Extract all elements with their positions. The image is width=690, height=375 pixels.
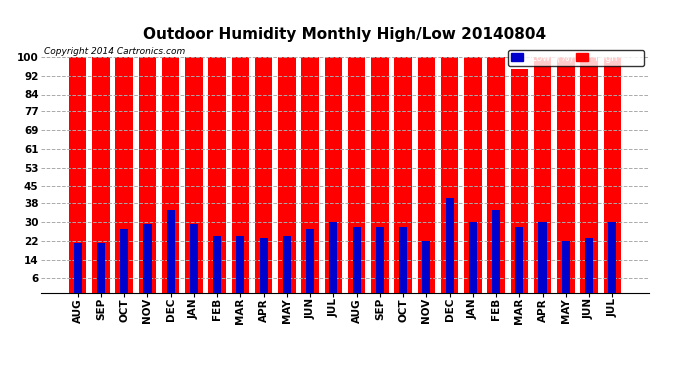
Bar <box>97 243 105 292</box>
Bar <box>306 229 314 292</box>
Bar <box>255 57 273 292</box>
Bar <box>511 69 528 292</box>
Bar <box>208 57 226 292</box>
Bar <box>185 57 203 292</box>
Bar <box>464 57 482 292</box>
Bar <box>74 243 82 292</box>
Bar <box>604 57 621 292</box>
Bar <box>190 224 198 292</box>
Bar <box>302 57 319 292</box>
Bar <box>232 57 249 292</box>
Bar <box>139 57 156 292</box>
Bar <box>259 238 268 292</box>
Bar <box>441 57 458 292</box>
Bar <box>446 198 453 292</box>
Bar <box>376 226 384 292</box>
Bar <box>166 210 175 292</box>
Bar <box>585 238 593 292</box>
Bar <box>213 236 221 292</box>
Legend: Low  (%), High  (%): Low (%), High (%) <box>509 50 644 66</box>
Bar <box>162 57 179 292</box>
Bar <box>329 222 337 292</box>
Bar <box>469 222 477 292</box>
Bar <box>538 222 546 292</box>
Text: Copyright 2014 Cartronics.com: Copyright 2014 Cartronics.com <box>44 48 186 57</box>
Bar <box>492 210 500 292</box>
Bar <box>534 57 551 292</box>
Bar <box>515 226 524 292</box>
Bar <box>144 224 152 292</box>
Bar <box>115 57 133 292</box>
Bar <box>283 236 291 292</box>
Bar <box>562 241 570 292</box>
Bar <box>395 57 412 292</box>
Bar <box>237 236 244 292</box>
Bar <box>422 241 431 292</box>
Bar <box>557 57 575 292</box>
Bar <box>417 57 435 292</box>
Bar <box>92 57 110 292</box>
Bar <box>487 57 505 292</box>
Title: Outdoor Humidity Monthly High/Low 20140804: Outdoor Humidity Monthly High/Low 201408… <box>144 27 546 42</box>
Bar <box>325 57 342 292</box>
Bar <box>399 226 407 292</box>
Bar <box>120 229 128 292</box>
Bar <box>353 226 361 292</box>
Bar <box>348 57 365 292</box>
Bar <box>580 57 598 292</box>
Bar <box>608 222 616 292</box>
Bar <box>371 57 388 292</box>
Bar <box>69 57 86 292</box>
Bar <box>278 57 295 292</box>
